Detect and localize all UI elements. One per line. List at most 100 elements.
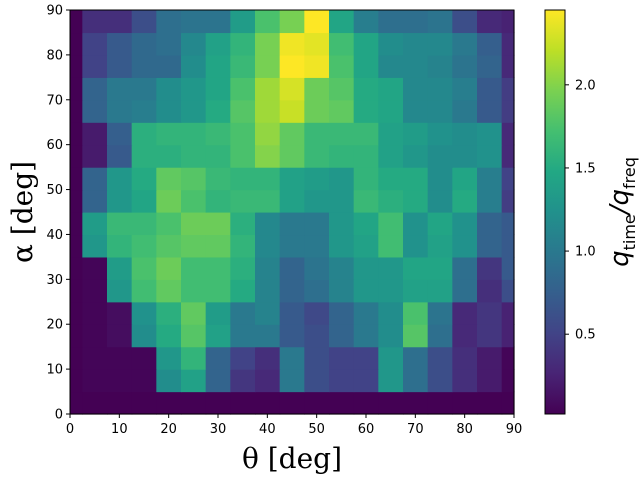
heatmap-cell [427,391,453,415]
heatmap-cell [427,77,453,101]
heatmap-cell [181,301,207,325]
heatmap-cell [70,10,83,34]
heatmap-cell [452,99,478,123]
heatmap-cell [205,189,231,213]
x-tick-label: 70 [407,422,424,437]
heatmap-cell [70,391,83,415]
heatmap-cell [304,32,330,56]
heatmap-cell [255,77,281,101]
heatmap-cell [501,99,515,123]
heatmap-cell [156,122,182,146]
heatmap-cell [477,301,503,325]
x-tick-label: 60 [358,422,375,437]
heatmap-cell [403,234,429,258]
heatmap-cell [353,167,379,191]
heatmap-cell [304,301,330,325]
heatmap-cell [131,391,157,415]
heatmap-cell [255,32,281,56]
heatmap-cell [82,301,108,325]
heatmap-cell [353,122,379,146]
heatmap-cell [403,391,429,415]
heatmap-cell [107,234,133,258]
heatmap-cell [205,279,231,303]
heatmap-cell [353,212,379,236]
x-axis-ticks: 0 10 20 30 40 50 60 70 80 90 [66,414,522,437]
heatmap-cell [353,301,379,325]
heatmap-cell [156,54,182,78]
heatmap-cell [205,122,231,146]
heatmap-cell [230,144,256,168]
heatmap-cell [181,256,207,280]
heatmap-cell [501,391,515,415]
heatmap-cell [477,54,503,78]
colorbar-tick-label: 2.0 [575,78,596,93]
heatmap-cell [304,369,330,393]
heatmap-cell [427,212,453,236]
heatmap-cell [156,391,182,415]
heatmap-cell [82,144,108,168]
heatmap-cell [82,256,108,280]
heatmap-cell [329,144,355,168]
heatmap-cell [255,167,281,191]
heatmap-cell [131,256,157,280]
heatmap-cell [70,301,83,325]
heatmap-cell [452,369,478,393]
heatmap-cell [477,369,503,393]
heatmap-cell [131,212,157,236]
heatmap-cell [70,167,83,191]
heatmap-cell [378,279,404,303]
heatmap-cell [107,54,133,78]
heatmap-cell [181,189,207,213]
heatmap-cell [205,346,231,370]
heatmap-cell [107,122,133,146]
heatmap-cell [329,189,355,213]
heatmap-cell [477,212,503,236]
heatmap-cell [403,279,429,303]
heatmap-cell [329,324,355,348]
heatmap-cell [205,99,231,123]
heatmap-cell [181,369,207,393]
y-axis-label: α [deg] [6,161,39,263]
heatmap-cell [156,346,182,370]
y-tick-label: 0 [55,408,63,423]
heatmap-cell [156,77,182,101]
heatmap-cell [230,324,256,348]
heatmap-cell [304,234,330,258]
heatmap-cell [329,391,355,415]
heatmap-cell [304,144,330,168]
heatmap-cell [353,54,379,78]
heatmap-cell [304,167,330,191]
heatmap-cell [205,77,231,101]
heatmap-cell [353,144,379,168]
colorbar-tick-label: 1.0 [575,245,596,260]
heatmap-cell [82,279,108,303]
heatmap-cell [131,144,157,168]
heatmap-cell [131,54,157,78]
heatmap-cell [403,212,429,236]
heatmap-cell [403,369,429,393]
heatmap-cell [501,346,515,370]
heatmap-cell [70,234,83,258]
heatmap-cell [378,212,404,236]
plot-frame [69,9,515,415]
heatmap-cell [279,54,305,78]
heatmap-cell [477,391,503,415]
heatmap-cell [427,99,453,123]
heatmap-cell [205,369,231,393]
heatmap-cell [82,122,108,146]
heatmap-cell [452,301,478,325]
heatmap-cell [304,324,330,348]
heatmap-cell [403,346,429,370]
heatmap-cell [181,324,207,348]
heatmap-cell [255,256,281,280]
y-tick-label: 90 [46,4,63,19]
heatmap-cell [304,256,330,280]
y-tick-label: 70 [46,93,63,108]
heatmap-cell [70,99,83,123]
heatmap-cell [279,77,305,101]
heatmap-cell [427,189,453,213]
heatmap-cell [279,167,305,191]
y-tick-label: 40 [46,228,63,243]
heatmap-cell [205,54,231,78]
heatmap-cell [452,346,478,370]
